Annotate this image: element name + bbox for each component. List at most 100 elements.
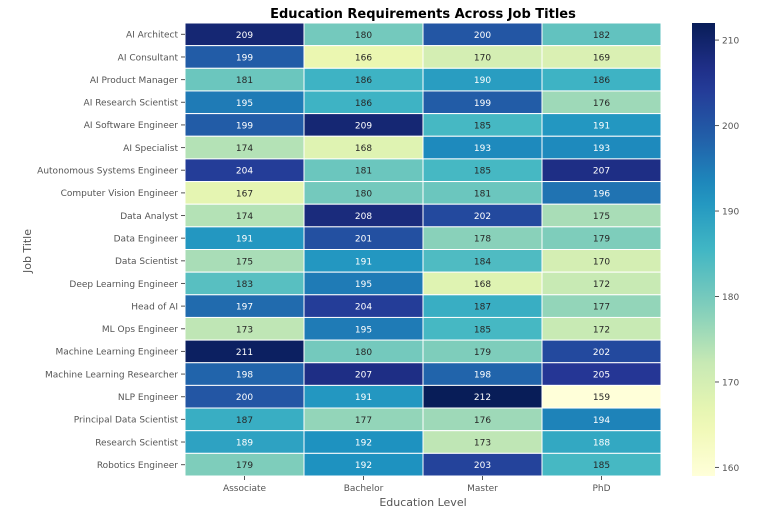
cell-value-label: 197	[236, 303, 253, 313]
y-tick-label: AI Software Engineer	[84, 121, 179, 131]
cell-value-label: 185	[474, 325, 491, 335]
cell-value-label: 192	[355, 439, 372, 449]
cell-value-label: 198	[236, 371, 253, 381]
cell-value-label: 182	[593, 31, 610, 41]
cell-value-label: 170	[474, 53, 491, 63]
chart-title: Education Requirements Across Job Titles	[270, 7, 576, 22]
cell-value-label: 177	[355, 416, 372, 426]
colorbar-tick-label: 170	[722, 378, 739, 388]
x-tick-label: Associate	[223, 484, 267, 494]
cell-value-label: 186	[355, 76, 372, 86]
cell-value-label: 175	[236, 257, 253, 267]
cell-value-label: 188	[593, 439, 610, 449]
cell-value-label: 204	[236, 167, 253, 177]
cell-value-label: 204	[355, 303, 372, 313]
cell-value-label: 187	[474, 303, 491, 313]
x-tick-label: Bachelor	[344, 484, 384, 494]
cell-value-label: 207	[355, 371, 372, 381]
y-tick-label: Robotics Engineer	[97, 461, 178, 471]
y-tick-label: Data Scientist	[115, 257, 178, 267]
cell-value-label: 180	[355, 348, 372, 358]
y-tick-label: Data Engineer	[114, 234, 179, 244]
cell-value-label: 180	[355, 31, 372, 41]
y-tick-label: AI Research Scientist	[84, 99, 179, 109]
cell-value-label: 173	[474, 439, 491, 449]
cell-value-label: 183	[236, 280, 253, 290]
cell-value-label: 199	[236, 53, 253, 63]
y-tick-label: Head of AI	[131, 302, 178, 312]
cell-value-label: 176	[593, 99, 610, 109]
cell-value-label: 178	[474, 235, 491, 245]
cell-value-label: 181	[474, 189, 491, 199]
colorbar-ticks: 160 170 180 190 200 210	[715, 36, 739, 474]
cell-value-label: 191	[593, 121, 610, 131]
cell-value-label: 196	[593, 189, 610, 199]
y-tick-label: Research Scientist	[95, 438, 178, 448]
cell-value-label: 186	[355, 99, 372, 109]
y-tick-label: Deep Learning Engineer	[69, 280, 178, 290]
cell-value-label: 180	[355, 189, 372, 199]
colorbar-tick-label: 190	[722, 207, 739, 217]
y-tick-labels: AI Architect AI Consultant AI Product Mana…	[37, 31, 185, 471]
y-tick-label: AI Architect	[126, 31, 178, 41]
cell-value-label: 203	[474, 461, 491, 471]
cell-value-label: 176	[474, 416, 491, 426]
cell-value-label: 173	[236, 325, 253, 335]
cell-value-label: 198	[474, 371, 491, 381]
cell-value-label: 195	[236, 99, 253, 109]
cell-value-label: 166	[355, 53, 372, 63]
cell-value-label: 179	[593, 235, 610, 245]
cell-value-label: 193	[474, 144, 491, 154]
y-tick-label: AI Specialist	[123, 144, 178, 154]
cell-value-label: 168	[474, 280, 491, 290]
cell-value-label: 200	[474, 31, 491, 41]
cell-value-label: 191	[355, 393, 372, 403]
cell-value-label: 185	[593, 461, 610, 471]
colorbar-tick-label: 200	[722, 122, 739, 132]
cell-value-label: 174	[236, 144, 253, 154]
cell-value-label: 174	[236, 212, 253, 222]
x-tick-labels: Associate Bachelor Master PhD	[223, 476, 611, 494]
cell-value-label: 199	[236, 121, 253, 131]
cell-value-label: 195	[355, 325, 372, 335]
colorbar	[692, 23, 715, 476]
cell-value-label: 172	[593, 325, 610, 335]
y-tick-label: AI Product Manager	[90, 76, 178, 86]
cell-value-label: 172	[593, 280, 610, 290]
cell-value-label: 179	[474, 348, 491, 358]
cell-value-label: 185	[474, 121, 491, 131]
y-tick-label: Data Analyst	[120, 212, 178, 222]
cell-value-label: 179	[236, 461, 253, 471]
cell-value-label: 205	[593, 371, 610, 381]
colorbar-tick-label: 180	[722, 293, 739, 303]
cell-value-label: 185	[474, 167, 491, 177]
cell-value-label: 208	[355, 212, 372, 222]
cell-value-label: 187	[236, 416, 253, 426]
cell-value-label: 181	[236, 76, 253, 86]
cell-value-label: 209	[355, 121, 372, 131]
cell-value-label: 159	[593, 393, 610, 403]
y-tick-label: Autonomous Systems Engineer	[37, 167, 178, 177]
y-tick-label: NLP Engineer	[118, 393, 178, 403]
cell-value-label: 211	[236, 348, 253, 358]
cell-value-label: 181	[355, 167, 372, 177]
cell-value-label: 193	[593, 144, 610, 154]
heatmap-cells: 209 180 200 182 199 166 170 169 181 186 190 186 195 1…	[184, 22, 662, 477]
y-tick-label: Machine Learning Researcher	[45, 370, 178, 380]
cell-value-label: 194	[593, 416, 610, 426]
cell-value-label: 186	[593, 76, 610, 86]
cell-value-label: 195	[355, 280, 372, 290]
cell-value-label: 191	[236, 235, 253, 245]
cell-value-label: 184	[474, 257, 491, 267]
cell-value-label: 201	[355, 235, 372, 245]
cell-value-label: 199	[474, 99, 491, 109]
y-axis-title: Job Title	[21, 229, 34, 274]
x-axis-title: Education Level	[379, 496, 466, 509]
cell-value-label: 202	[474, 212, 491, 222]
colorbar-tick-label: 160	[722, 464, 739, 474]
y-tick-label: Computer Vision Engineer	[61, 189, 179, 199]
cell-value-label: 209	[236, 31, 253, 41]
cell-value-label: 169	[593, 53, 610, 63]
cell-value-label: 189	[236, 439, 253, 449]
